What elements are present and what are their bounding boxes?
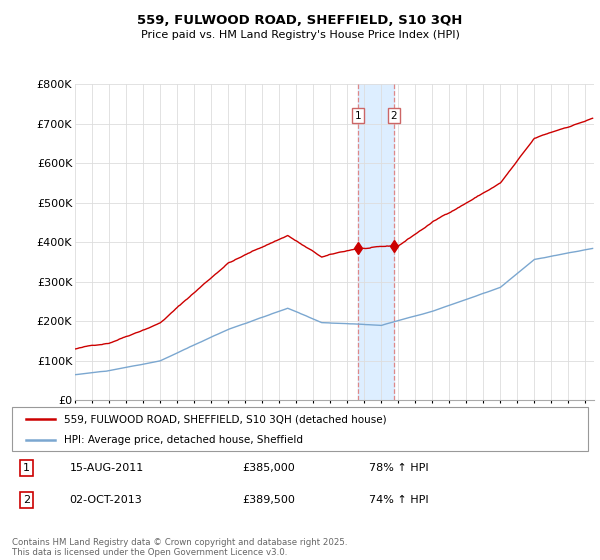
Text: 74% ↑ HPI: 74% ↑ HPI [369, 495, 429, 505]
Text: 559, FULWOOD ROAD, SHEFFIELD, S10 3QH: 559, FULWOOD ROAD, SHEFFIELD, S10 3QH [137, 14, 463, 27]
Text: 2: 2 [23, 495, 30, 505]
Text: Price paid vs. HM Land Registry's House Price Index (HPI): Price paid vs. HM Land Registry's House … [140, 30, 460, 40]
Text: HPI: Average price, detached house, Sheffield: HPI: Average price, detached house, Shef… [64, 435, 303, 445]
Text: 1: 1 [355, 111, 361, 120]
Text: 1: 1 [23, 463, 30, 473]
Text: Contains HM Land Registry data © Crown copyright and database right 2025.
This d: Contains HM Land Registry data © Crown c… [12, 538, 347, 557]
Text: 02-OCT-2013: 02-OCT-2013 [70, 495, 142, 505]
Text: 2: 2 [391, 111, 397, 120]
Text: £389,500: £389,500 [242, 495, 295, 505]
Text: 15-AUG-2011: 15-AUG-2011 [70, 463, 144, 473]
Text: £385,000: £385,000 [242, 463, 295, 473]
Text: 559, FULWOOD ROAD, SHEFFIELD, S10 3QH (detached house): 559, FULWOOD ROAD, SHEFFIELD, S10 3QH (d… [64, 414, 386, 424]
Bar [358, 84, 394, 400]
Text: 78% ↑ HPI: 78% ↑ HPI [369, 463, 429, 473]
